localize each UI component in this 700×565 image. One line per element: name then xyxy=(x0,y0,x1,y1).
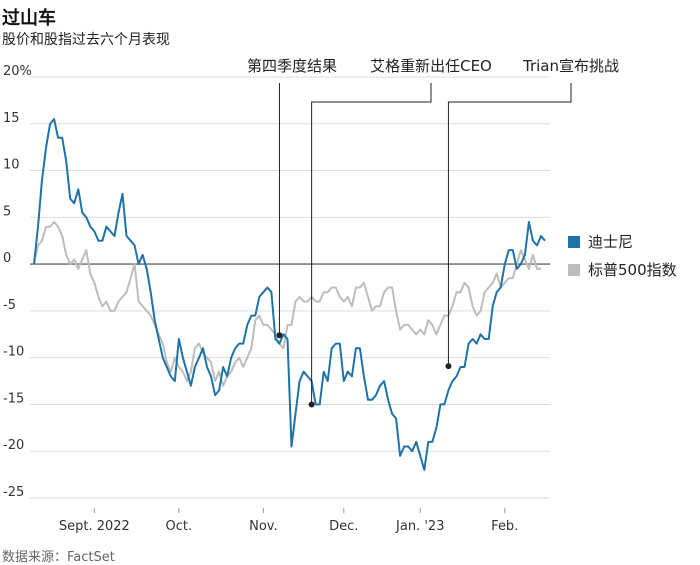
x-tick-label: Sept. 2022 xyxy=(59,519,130,534)
annotation-leader xyxy=(311,83,432,405)
annotation-leader xyxy=(447,83,572,367)
gridlines xyxy=(30,76,550,499)
legend-swatch xyxy=(568,236,580,248)
annotation-label: 第四季度结果 xyxy=(247,57,337,75)
x-tick-label: Feb. xyxy=(491,519,518,534)
legend-label: 迪士尼 xyxy=(588,233,633,251)
annotation-label: 艾格重新出任CEO xyxy=(370,57,492,75)
x-tick-label: Jan. '23 xyxy=(395,519,444,534)
y-tick-label: 15 xyxy=(3,111,20,126)
series-lines xyxy=(33,118,546,471)
sp500-line xyxy=(33,221,541,387)
x-tick-label: Dec. xyxy=(329,519,358,534)
x-axis-tick-labels: Sept. 2022 Oct. Nov. Dec. Jan. '23 Feb. xyxy=(59,508,518,534)
legend-label: 标普500指数 xyxy=(588,261,677,279)
y-tick-label: 5 xyxy=(3,204,11,219)
source-note: 数据来源：FactSet xyxy=(2,550,115,565)
annotation-dot xyxy=(445,363,452,370)
x-tick-label: Nov. xyxy=(249,519,278,534)
annotation-dot xyxy=(308,401,315,408)
annotation-dot xyxy=(276,332,283,339)
y-tick-label: -15 xyxy=(3,391,24,406)
chart-title: 过山车 xyxy=(2,8,56,29)
chart-subtitle: 股价和股指过去六个月表现 xyxy=(2,32,170,48)
y-tick-label: 10 xyxy=(3,158,20,173)
event-annotations: 第四季度结果 艾格重新出任CEO Trian宣布挑战 xyxy=(247,57,619,408)
disney-line xyxy=(33,118,546,471)
y-tick-label: -25 xyxy=(3,485,24,500)
y-axis-tick-labels: 20% 15 10 5 0 -5 -10 -15 -20 -25 xyxy=(3,64,32,500)
y-tick-label: 0 xyxy=(3,251,11,266)
y-tick-label: -20 xyxy=(3,438,24,453)
annotation-label: Trian宣布挑战 xyxy=(522,57,619,75)
x-tick-label: Oct. xyxy=(166,519,193,534)
y-tick-label: 20% xyxy=(3,64,32,79)
y-tick-label: -5 xyxy=(3,298,16,313)
y-tick-label: -10 xyxy=(3,345,24,360)
legend-swatch xyxy=(568,264,580,276)
